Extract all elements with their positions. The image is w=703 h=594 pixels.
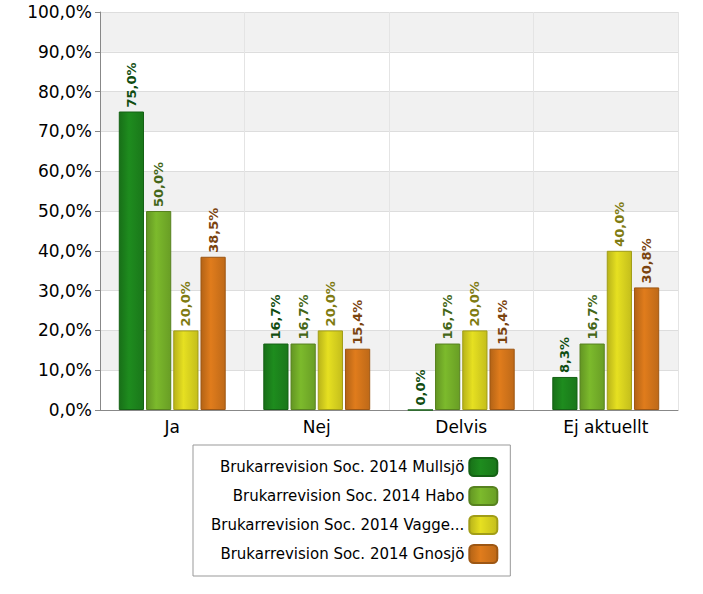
svg-text:30,0%: 30,0% <box>38 281 92 301</box>
svg-text:16,7%: 16,7% <box>268 294 283 339</box>
svg-text:50,0%: 50,0% <box>151 162 166 207</box>
svg-text:16,7%: 16,7% <box>585 294 600 339</box>
svg-text:Brukarrevision Soc. 2014 Habo: Brukarrevision Soc. 2014 Habo <box>233 487 465 505</box>
svg-text:50,0%: 50,0% <box>38 201 92 221</box>
svg-text:Delvis: Delvis <box>435 417 487 437</box>
svg-text:Nej: Nej <box>303 417 331 437</box>
svg-text:Ja: Ja <box>164 417 180 437</box>
svg-text:0,0%: 0,0% <box>413 369 428 405</box>
svg-text:Brukarrevision Soc. 2014 Gnosj: Brukarrevision Soc. 2014 Gnosjö <box>220 545 464 563</box>
svg-text:Brukarrevision Soc. 2014 Vagge: Brukarrevision Soc. 2014 Vagge... <box>211 516 464 534</box>
svg-text:15,4%: 15,4% <box>350 300 365 345</box>
svg-text:38,5%: 38,5% <box>206 208 221 253</box>
svg-text:15,4%: 15,4% <box>495 300 510 345</box>
svg-text:100,0%: 100,0% <box>27 2 92 22</box>
svg-text:16,7%: 16,7% <box>296 294 311 339</box>
svg-text:10,0%: 10,0% <box>38 360 92 380</box>
svg-text:40,0%: 40,0% <box>38 241 92 261</box>
svg-text:8,3%: 8,3% <box>557 337 572 373</box>
svg-text:16,7%: 16,7% <box>440 294 455 339</box>
svg-text:20,0%: 20,0% <box>467 281 482 326</box>
svg-text:80,0%: 80,0% <box>38 82 92 102</box>
svg-text:30,8%: 30,8% <box>639 238 654 283</box>
svg-text:75,0%: 75,0% <box>124 62 139 107</box>
svg-text:0,0%: 0,0% <box>49 400 92 420</box>
svg-text:Ej aktuellt: Ej aktuellt <box>563 417 648 437</box>
svg-text:40,0%: 40,0% <box>612 202 627 247</box>
svg-text:90,0%: 90,0% <box>38 42 92 62</box>
svg-text:20,0%: 20,0% <box>323 281 338 326</box>
svg-text:60,0%: 60,0% <box>38 161 92 181</box>
svg-text:Brukarrevision Soc. 2014 Mulls: Brukarrevision Soc. 2014 Mullsjö <box>220 458 464 476</box>
svg-text:20,0%: 20,0% <box>178 281 193 326</box>
svg-text:70,0%: 70,0% <box>38 121 92 141</box>
svg-text:20,0%: 20,0% <box>38 320 92 340</box>
